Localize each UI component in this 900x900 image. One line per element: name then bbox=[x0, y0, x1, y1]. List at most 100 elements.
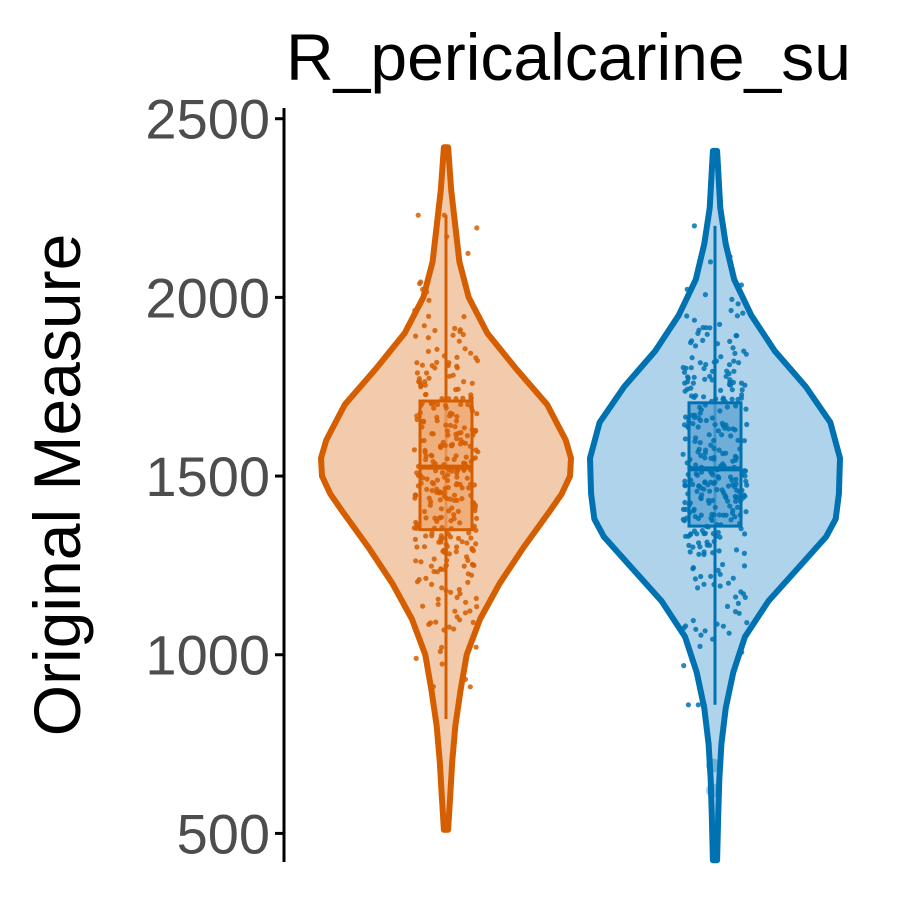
y-tick-label: 1500 bbox=[145, 445, 270, 508]
data-point bbox=[712, 422, 718, 428]
data-point bbox=[700, 337, 706, 343]
data-point bbox=[425, 335, 431, 341]
data-point bbox=[710, 480, 717, 486]
data-point bbox=[472, 428, 478, 434]
data-point bbox=[696, 446, 702, 452]
data-point bbox=[414, 370, 420, 376]
data-point bbox=[693, 471, 699, 477]
data-point bbox=[716, 548, 722, 554]
data-point bbox=[451, 626, 457, 632]
violins-layer bbox=[318, 144, 843, 864]
data-point bbox=[684, 286, 690, 292]
data-point bbox=[464, 475, 470, 481]
data-point bbox=[743, 509, 749, 515]
data-point bbox=[452, 325, 458, 331]
data-point bbox=[473, 447, 479, 453]
data-point bbox=[461, 563, 467, 569]
data-point bbox=[702, 402, 708, 408]
data-point bbox=[465, 557, 471, 564]
data-point bbox=[728, 433, 734, 439]
data-point bbox=[688, 365, 694, 371]
data-point bbox=[463, 454, 469, 460]
data-point bbox=[415, 523, 421, 529]
data-point bbox=[454, 413, 460, 420]
data-point bbox=[447, 373, 453, 379]
data-point bbox=[711, 445, 717, 451]
data-point bbox=[741, 563, 748, 569]
data-point bbox=[703, 325, 709, 331]
data-point bbox=[432, 515, 438, 521]
data-point bbox=[446, 624, 452, 630]
data-point bbox=[697, 404, 703, 410]
data-point bbox=[424, 486, 430, 492]
data-point bbox=[719, 432, 725, 438]
data-point bbox=[437, 497, 443, 503]
data-point bbox=[702, 292, 709, 298]
data-point bbox=[449, 505, 455, 511]
data-point bbox=[744, 620, 750, 626]
data-point bbox=[691, 374, 697, 380]
data-point bbox=[423, 456, 429, 463]
data-point bbox=[471, 482, 477, 488]
data-point bbox=[703, 417, 710, 424]
data-point bbox=[742, 531, 748, 537]
data-point bbox=[442, 485, 448, 491]
data-point bbox=[419, 362, 425, 368]
data-point bbox=[434, 418, 440, 424]
data-point bbox=[439, 661, 445, 667]
data-point bbox=[474, 411, 480, 417]
data-point bbox=[707, 325, 713, 331]
data-point bbox=[734, 487, 740, 493]
data-point bbox=[457, 441, 463, 447]
data-point bbox=[720, 396, 726, 402]
data-point bbox=[466, 530, 472, 536]
data-point bbox=[426, 297, 432, 303]
data-point bbox=[685, 471, 691, 478]
data-point bbox=[685, 374, 691, 380]
data-point bbox=[681, 663, 687, 669]
data-point bbox=[462, 346, 468, 352]
data-point bbox=[468, 350, 474, 356]
data-point bbox=[690, 380, 697, 386]
data-point bbox=[733, 481, 739, 487]
data-point bbox=[727, 377, 733, 383]
data-point bbox=[680, 364, 686, 371]
data-point bbox=[737, 446, 743, 452]
data-point bbox=[456, 338, 462, 344]
data-point bbox=[434, 359, 440, 365]
data-point bbox=[461, 379, 467, 385]
data-point bbox=[423, 575, 429, 582]
data-point bbox=[697, 410, 703, 416]
data-point bbox=[473, 644, 479, 650]
data-point bbox=[443, 405, 449, 411]
data-point bbox=[697, 544, 703, 550]
data-point bbox=[701, 549, 707, 555]
data-point bbox=[425, 348, 431, 354]
data-point bbox=[716, 512, 723, 518]
data-point bbox=[451, 516, 457, 522]
outlier-point bbox=[706, 758, 720, 773]
data-point bbox=[743, 478, 749, 484]
data-point bbox=[445, 477, 451, 484]
data-point bbox=[689, 355, 695, 361]
data-point bbox=[691, 508, 697, 514]
data-point bbox=[727, 254, 733, 260]
data-point bbox=[695, 424, 701, 430]
data-point bbox=[444, 456, 450, 462]
data-point bbox=[682, 499, 688, 506]
data-point bbox=[414, 360, 420, 366]
data-point bbox=[421, 508, 428, 515]
data-point bbox=[685, 702, 692, 708]
data-point bbox=[412, 307, 418, 314]
data-point bbox=[703, 361, 709, 368]
data-point bbox=[439, 644, 445, 651]
data-point bbox=[708, 442, 714, 448]
data-point bbox=[439, 585, 445, 591]
data-point bbox=[736, 610, 742, 616]
data-point bbox=[444, 543, 450, 550]
data-point bbox=[694, 531, 700, 537]
data-point bbox=[420, 603, 426, 609]
data-point bbox=[453, 549, 459, 555]
y-tick-label: 500 bbox=[177, 802, 270, 865]
data-point bbox=[457, 591, 463, 597]
